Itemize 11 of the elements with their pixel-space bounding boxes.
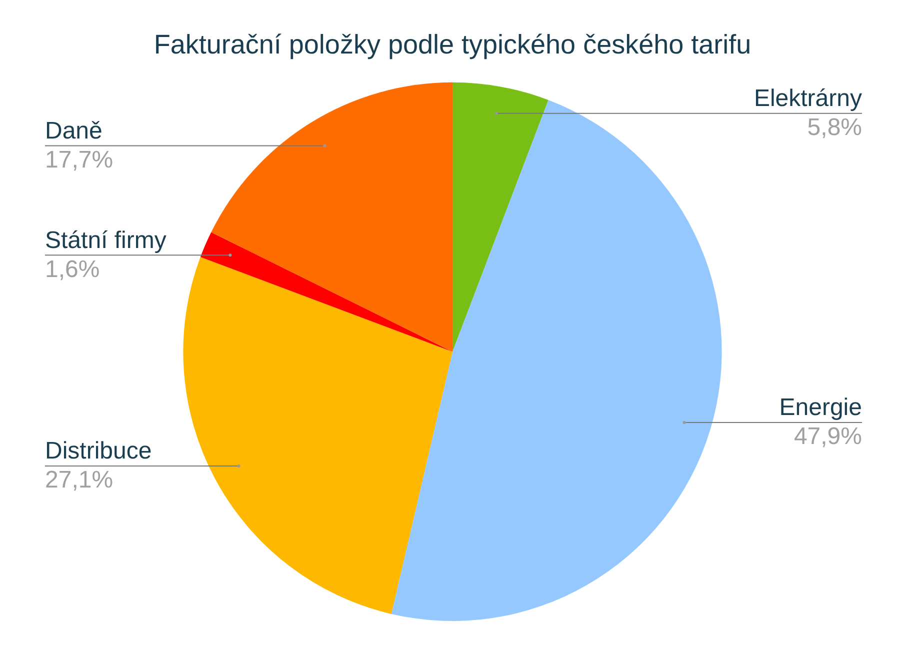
slice-label: Daně	[45, 117, 102, 144]
data-label: 5,8%	[807, 114, 862, 141]
data-label: 17,7%	[45, 146, 114, 174]
slice-label: Státní firmy	[45, 226, 166, 254]
chart-title: Fakturační položky podle typického českého tarifu	[154, 30, 752, 60]
data-label: 1,6%	[45, 256, 100, 283]
data-label: 27,1%	[45, 466, 114, 494]
data-label: 47,9%	[794, 423, 862, 450]
slice-label: Elektrárny	[754, 84, 862, 112]
slice-label: Distribuce	[45, 438, 152, 465]
slice-label: Energie	[779, 394, 862, 422]
